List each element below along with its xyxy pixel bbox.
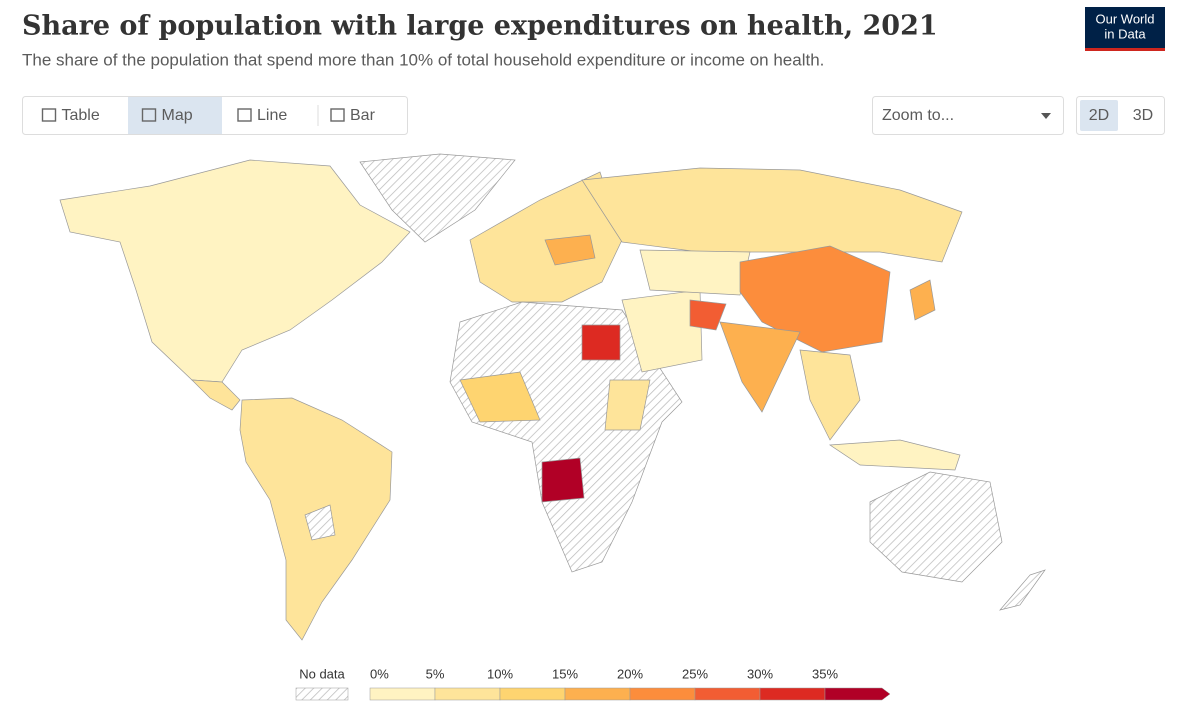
north-america (59, 159, 411, 383)
legend-tick-label: 35% (812, 666, 838, 681)
new-zealand (999, 569, 1046, 611)
africa-west (459, 371, 541, 423)
legend-bin (434, 687, 501, 701)
central-america (191, 379, 241, 411)
legend-bin (369, 687, 436, 701)
no-data-label: No data (299, 666, 345, 681)
zoom-label: Zoom to... (882, 107, 954, 124)
zoom-dropdown[interactable]: Zoom to... (872, 96, 1064, 135)
europe-east (544, 234, 596, 266)
logo-text: in Data (1104, 26, 1146, 41)
tab[interactable]: Map (128, 97, 222, 134)
china (739, 245, 891, 353)
legend-bin (824, 687, 891, 701)
legend-tick-label: 10% (487, 666, 513, 681)
tab-active-bg (128, 97, 222, 134)
legend-tick-label: 25% (682, 666, 708, 681)
australia (869, 471, 1003, 583)
legend-tick-label: 5% (426, 666, 445, 681)
middle-east (621, 289, 703, 373)
legend-bin (499, 687, 566, 701)
subtitle: The share of the population that spend m… (22, 50, 824, 69)
legend-bin (564, 687, 631, 701)
angola (541, 457, 585, 503)
projection-option[interactable]: 3D (1133, 107, 1153, 124)
legend-bin (694, 687, 761, 701)
legend-bin (629, 687, 696, 701)
afghanistan (689, 299, 727, 331)
southeast-asia (799, 349, 861, 441)
tab-label: Map (162, 107, 193, 124)
legend-tick-label: 20% (617, 666, 643, 681)
japan (909, 279, 936, 321)
south-america-nodata (304, 504, 336, 541)
tab-label: Line (257, 107, 287, 124)
tab-icon (330, 108, 345, 122)
no-data-swatch (295, 687, 349, 701)
india (719, 321, 801, 413)
logo[interactable]: Our World in Data (1085, 7, 1165, 51)
legend-tick-label: 15% (552, 666, 578, 681)
projection-active-bg (1080, 100, 1118, 131)
logo-text: Our World (1096, 11, 1155, 26)
legend-tick-label: 0% (370, 666, 389, 681)
legend: No data 0% 5% 10% 15% 20% 25% 30% 35% (295, 666, 891, 701)
title: Share of population with large expenditu… (22, 11, 938, 42)
europe (469, 171, 623, 303)
africa (449, 301, 683, 573)
tab-icon (141, 108, 157, 122)
tab-label: Bar (350, 107, 376, 124)
projection-option[interactable]: 2D (1089, 107, 1109, 124)
russia (581, 167, 963, 263)
indonesia (828, 439, 961, 471)
world-map (59, 153, 1046, 641)
tab-icon (237, 108, 252, 122)
africa-east (604, 379, 651, 431)
central-asia (639, 249, 751, 296)
egypt (581, 324, 621, 361)
tab[interactable]: Table (41, 107, 100, 124)
tab-label: Table (62, 107, 100, 124)
greenland (359, 153, 516, 243)
projection-toggle: 2D 3D (1076, 96, 1165, 135)
tab[interactable]: Line (237, 107, 287, 124)
tab-bar: Table Map Line Bar (22, 96, 408, 135)
tab-icon (41, 108, 57, 122)
tab[interactable]: Bar (317, 105, 376, 126)
legend-tick-label: 30% (747, 666, 773, 681)
legend-bin (759, 687, 826, 701)
